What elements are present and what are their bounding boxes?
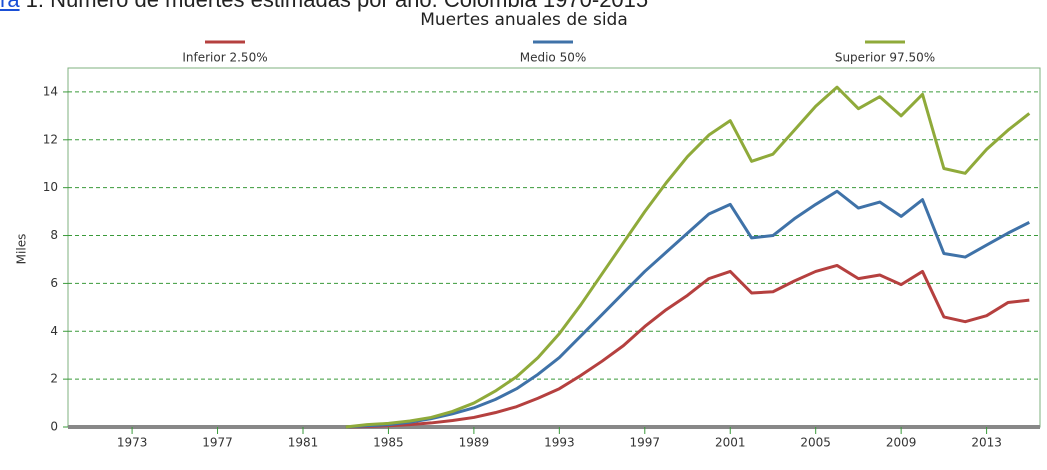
x-tick-label: 1997: [630, 436, 661, 450]
series-line: [345, 263, 1030, 429]
y-tick-label: 2: [50, 372, 58, 386]
caption-link[interactable]: ra: [0, 0, 20, 12]
series-line: [345, 189, 1030, 429]
y-tick-label: 8: [50, 228, 58, 242]
x-tick-label: 2013: [971, 436, 1002, 450]
y-tick-label: 6: [50, 276, 58, 290]
legend-label: Inferior 2.50%: [182, 51, 267, 65]
caption: ra 1: Número de muertes estimadas por añ…: [0, 0, 648, 13]
series-line: [345, 85, 1031, 429]
legend-label: Superior 97.50%: [835, 51, 935, 65]
y-tick-label: 4: [50, 324, 58, 338]
plot-area: [67, 67, 1041, 428]
x-tick-label: 2005: [800, 436, 831, 450]
y-tick-label: 14: [43, 84, 58, 98]
y-tick-label: 12: [43, 132, 58, 146]
x-tick-label: 2009: [886, 436, 917, 450]
caption-text: 1: Número de muertes estimadas por año. …: [20, 0, 648, 12]
y-tick-label: 0: [50, 420, 58, 434]
x-tick-label: 1977: [202, 436, 233, 450]
x-tick-label: 2001: [715, 436, 746, 450]
chart-title: Muertes anuales de sida: [420, 10, 628, 30]
x-tick-label: 1985: [373, 436, 404, 450]
x-tick-label: 1993: [544, 436, 575, 450]
y-axis-label: Miles: [15, 234, 29, 265]
x-tick-label: 1989: [459, 436, 490, 450]
legend-label: Medio 50%: [520, 51, 587, 65]
x-tick-label: 1981: [288, 436, 319, 450]
y-tick-label: 10: [43, 180, 58, 194]
x-tick-label: 1973: [117, 436, 148, 450]
